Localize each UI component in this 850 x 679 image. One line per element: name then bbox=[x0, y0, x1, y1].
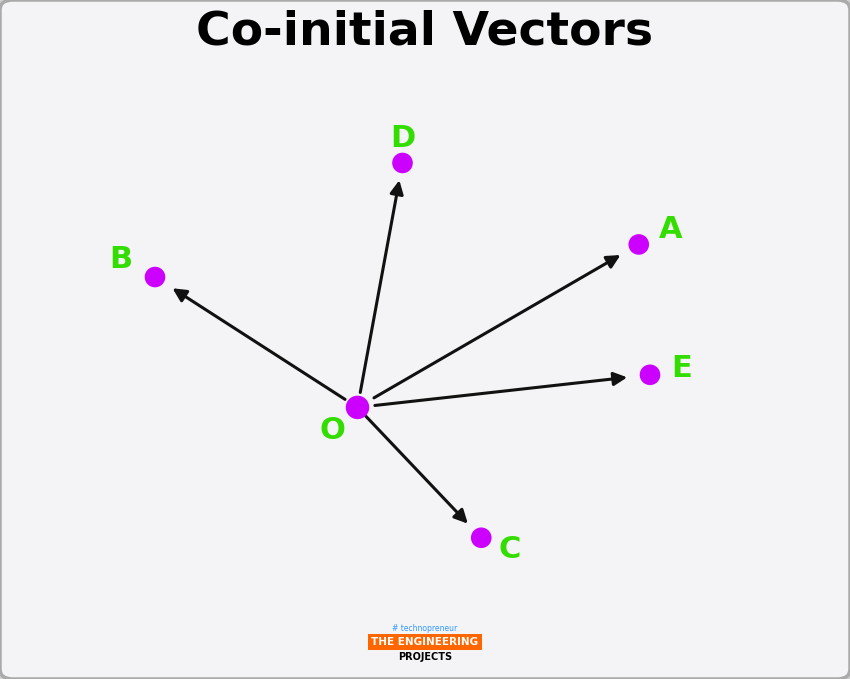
Text: THE ENGINEERING: THE ENGINEERING bbox=[371, 637, 479, 646]
Text: Co-initial Vectors: Co-initial Vectors bbox=[196, 10, 654, 55]
Point bbox=[632, 239, 645, 250]
Text: O: O bbox=[320, 416, 346, 445]
Point bbox=[351, 402, 365, 413]
Point bbox=[396, 158, 410, 168]
Point bbox=[148, 272, 162, 282]
Text: D: D bbox=[390, 124, 415, 153]
Text: E: E bbox=[672, 354, 692, 383]
Point bbox=[474, 532, 488, 543]
Point bbox=[643, 369, 657, 380]
Text: A: A bbox=[659, 215, 682, 244]
Text: C: C bbox=[498, 536, 520, 564]
Text: # technopreneur: # technopreneur bbox=[393, 623, 457, 633]
Text: B: B bbox=[110, 244, 133, 274]
Text: PROJECTS: PROJECTS bbox=[398, 653, 452, 662]
